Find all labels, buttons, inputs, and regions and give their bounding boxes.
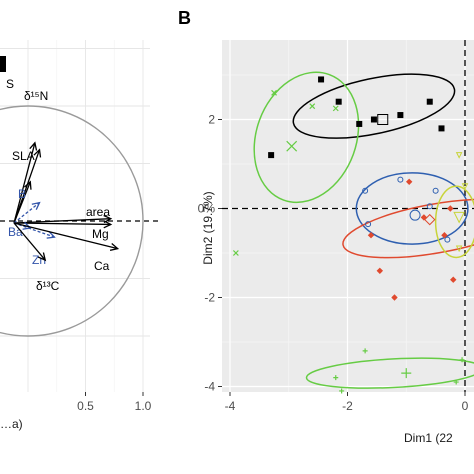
panel-a-plot-area — [0, 40, 150, 392]
group-0-point-4 — [356, 120, 363, 127]
arrow-shaft-8 — [13, 222, 118, 250]
group-0-point-0 — [318, 76, 325, 83]
group-ellipse-5 — [434, 185, 474, 259]
group-2-point-0 — [362, 348, 368, 354]
group-4-centroid — [424, 213, 436, 226]
panel-b-ticks: -4 -2 0 2 0% -2 -4 — [198, 113, 469, 414]
group-0-centroid — [377, 114, 389, 125]
group-3-point-3 — [444, 236, 451, 243]
y-tick-label: -2 — [204, 291, 215, 305]
arrow-label-8: Ca — [94, 259, 110, 273]
arrow-label-3: B — [18, 187, 26, 201]
arrow-head-3 — [31, 201, 41, 210]
arrow-label-5: Mg — [92, 227, 109, 241]
group-2-point-1 — [333, 375, 339, 381]
panel-a-x-ticks: 0.5 1.0 — [77, 392, 152, 413]
arrow-label-4: area — [86, 205, 110, 219]
panel-a-label-fragment — [0, 56, 6, 72]
group-0-point-5 — [268, 152, 275, 159]
group-1-point-0 — [271, 89, 277, 96]
group-ellipse-3 — [355, 172, 469, 245]
arrow-shaft-4 — [13, 218, 111, 224]
arrow-shaft-9 — [13, 222, 46, 261]
group-5-point-1 — [461, 183, 469, 190]
group-3-point-4 — [365, 221, 372, 228]
y-tick-label: 2 — [208, 113, 215, 127]
arrow-head-2 — [24, 180, 32, 190]
panel-b-label: B — [178, 8, 191, 28]
arrow-shaft-2 — [13, 181, 31, 224]
group-1-point-2 — [332, 105, 339, 112]
arrow-label-2: SLA — [12, 149, 35, 163]
x-tick-label: 0.5 — [77, 399, 94, 413]
group-0-point-1 — [335, 98, 342, 105]
arrow-head-7 — [46, 231, 56, 239]
group-4-point-4 — [447, 205, 454, 212]
arrow-label-0: S — [6, 77, 14, 91]
group-4-point-7 — [450, 276, 457, 283]
y-tick-label: 0% — [198, 202, 216, 216]
panel-a-x-axis-title: …a) — [0, 417, 23, 431]
group-4-point-0 — [367, 231, 375, 239]
arrow-label-9: δ¹³C — [36, 279, 60, 293]
y-tick-label: -4 — [204, 380, 215, 394]
panel-b: B -4 -2 0 2 0% -2 -4 Dim1 (22 Dim2 (19.7%) — [178, 8, 474, 445]
unit-circle — [0, 105, 144, 337]
group-2-point-4 — [453, 379, 459, 385]
group-5-point-0 — [455, 152, 463, 159]
group-1-centroid — [286, 140, 298, 152]
panel-b-points — [232, 76, 469, 394]
arrow-head-0 — [29, 141, 38, 151]
group-0-point-7 — [438, 125, 445, 132]
group-3-point-0 — [362, 187, 369, 194]
arrow-shaft-0 — [13, 142, 36, 224]
arrow-shaft-3 — [13, 202, 40, 224]
group-1-point-1 — [309, 103, 316, 110]
group-4-point-5 — [441, 231, 448, 239]
group-ellipse-2 — [305, 357, 474, 389]
group-2-centroid — [401, 368, 412, 379]
panel-a-correlation-circle — [0, 105, 144, 337]
group-0-point-6 — [370, 116, 377, 123]
panel-b-zero-lines — [222, 40, 474, 392]
group-0-point-2 — [397, 112, 404, 119]
group-1-point-3 — [232, 250, 239, 256]
x-tick-label: 0 — [462, 399, 469, 413]
group-ellipse-0 — [292, 73, 456, 139]
arrow-shaft-5 — [13, 222, 111, 226]
arrow-head-1 — [33, 148, 42, 158]
group-3-point-5 — [426, 203, 433, 210]
group-3-centroid — [409, 209, 421, 221]
group-4-point-1 — [376, 267, 384, 275]
group-4-point-6 — [391, 294, 398, 301]
group-4-point-2 — [405, 178, 413, 186]
group-5-centroid — [453, 211, 465, 224]
panel-b-y-axis-title: Dim2 (19.7%) — [201, 191, 215, 264]
group-5-point-2 — [455, 245, 463, 253]
group-2-point-2 — [339, 388, 345, 394]
panel-b-x-axis-title: Dim1 (22 — [404, 431, 453, 445]
arrow-head-5 — [103, 220, 113, 229]
group-3-point-1 — [397, 176, 404, 183]
arrow-head-9 — [37, 252, 47, 262]
group-2-point-3 — [459, 357, 465, 363]
arrow-label-1: δ¹⁵N — [24, 89, 48, 103]
group-3-point-2 — [432, 187, 439, 194]
x-tick-label: 1.0 — [135, 399, 152, 413]
arrow-head-8 — [109, 243, 120, 251]
x-tick-label: -4 — [225, 399, 236, 413]
arrow-head-4 — [103, 214, 113, 224]
x-tick-label: -2 — [342, 399, 353, 413]
arrow-head-6 — [22, 222, 32, 230]
arrow-shaft-7 — [13, 222, 55, 238]
group-0-point-3 — [426, 98, 433, 105]
group-ellipse-1 — [253, 71, 360, 204]
